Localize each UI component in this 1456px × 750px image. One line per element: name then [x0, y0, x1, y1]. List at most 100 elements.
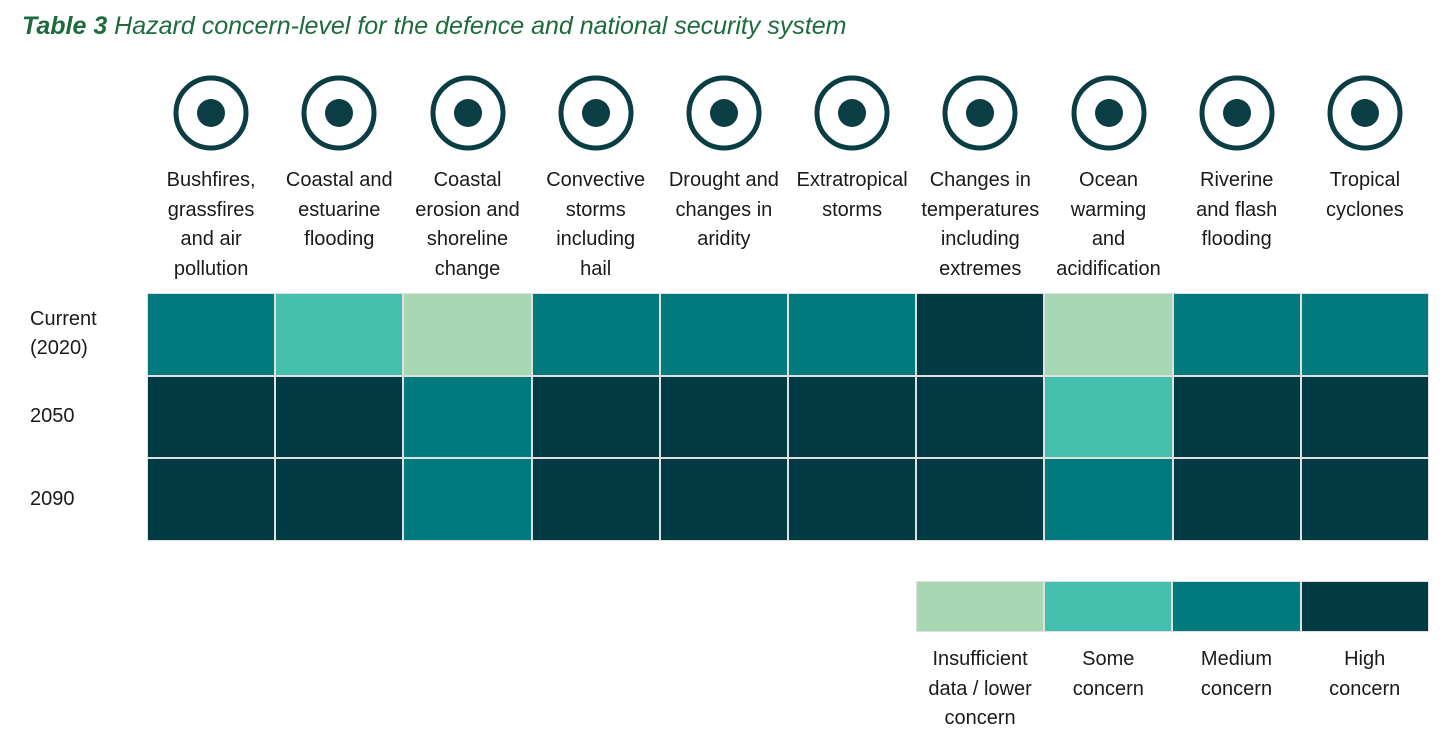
legend-label-line: Medium: [1200, 648, 1273, 670]
column-header-line: shoreline: [426, 228, 509, 250]
cell: [403, 458, 532, 542]
cell: [531, 375, 660, 459]
hazard-icon: [558, 75, 634, 151]
column-header-line: Convective: [546, 169, 646, 191]
column-header-line: flooding: [1201, 228, 1272, 250]
legend-swatch: [1172, 581, 1301, 632]
cell: [1044, 458, 1173, 542]
column-header-line: temperatures: [921, 198, 1040, 221]
row-label: 2090: [30, 485, 75, 515]
column-header-line: pollution: [173, 257, 249, 280]
row-label-line: 2090: [30, 488, 75, 510]
legend-label-line: Some: [1082, 648, 1135, 670]
column-header-line: hail: [580, 257, 612, 280]
column-header-line: cyclones: [1325, 198, 1404, 221]
column-header-line: including: [556, 228, 636, 250]
column-header-line: estuarine: [298, 198, 381, 221]
cell: [1300, 458, 1429, 542]
column-header-line: aridity: [697, 228, 751, 250]
column-header-line: changes in: [675, 198, 773, 221]
hazard-icon: [173, 75, 249, 151]
cell: [916, 458, 1045, 542]
column-header-line: Coastal and: [285, 169, 393, 191]
legend-label-line: concern: [1329, 677, 1401, 700]
cell: [1172, 375, 1301, 459]
legend-swatch: [1300, 581, 1429, 632]
legend-label-line: concern: [1072, 677, 1144, 700]
column-header-line: erosion and: [415, 198, 520, 221]
column-header-line: Riverine: [1200, 169, 1274, 191]
cell: [403, 375, 532, 459]
column-header-line: change: [434, 257, 501, 280]
cell: [147, 458, 276, 542]
cell: [531, 293, 660, 376]
cell: [659, 375, 788, 459]
column-header-line: warming: [1070, 198, 1147, 221]
column-header: Coastal erosion and shoreline change: [398, 166, 538, 284]
hazard-icon: [1327, 75, 1403, 151]
hazard-icon: [814, 75, 890, 151]
column-header-line: Ocean: [1079, 169, 1138, 191]
cell: [1044, 293, 1173, 376]
legend-label: High concern: [1295, 645, 1435, 704]
column-header: Extratropical storms: [782, 166, 922, 225]
column-header: Convective storms including hail: [526, 166, 666, 284]
column-header: Changes in temperatures including extremes: [910, 166, 1050, 284]
cell: [275, 293, 404, 376]
cell: [788, 375, 917, 459]
column-header-line: storms: [822, 198, 883, 221]
column-header: Ocean warming and acidification: [1039, 166, 1179, 284]
cell: [1172, 293, 1301, 376]
cell: [147, 375, 276, 459]
column-header: Drought and changes in aridity: [654, 166, 794, 255]
legend-label: Medium concern: [1167, 645, 1307, 704]
cell: [147, 293, 276, 376]
cell: [275, 375, 404, 459]
column-header-line: extremes: [939, 257, 1022, 280]
cell: [403, 293, 532, 376]
legend-label-line: High: [1344, 648, 1386, 670]
row-label-line: (2020): [30, 337, 88, 360]
column-header-line: Bushfires,: [166, 169, 256, 191]
column-header: Riverine and flash flooding: [1167, 166, 1307, 255]
hazard-icon: [1071, 75, 1146, 151]
column-header-line: storms: [565, 198, 626, 221]
legend-label-line: Insufficient: [932, 648, 1028, 670]
column-header: Tropical cyclones: [1295, 166, 1435, 225]
cell: [788, 458, 917, 542]
cell: [1172, 458, 1301, 542]
column-header-line: acidification: [1056, 257, 1161, 280]
row-label-line: 2050: [30, 405, 75, 428]
column-header-line: Coastal: [433, 169, 502, 191]
column-header: Coastal and estuarine flooding: [269, 166, 409, 255]
cell: [531, 458, 660, 542]
column-header-line: and flash: [1196, 198, 1278, 221]
column-header-line: Tropical: [1329, 169, 1401, 191]
column-header-line: and: [1091, 228, 1126, 250]
hazard-icon: [1199, 75, 1275, 151]
column-header-line: Changes in: [929, 169, 1031, 191]
cell: [659, 293, 788, 376]
cell: [788, 293, 917, 376]
row-label: Current (2020): [30, 305, 97, 364]
cell: [916, 293, 1045, 376]
cell: [1044, 375, 1173, 459]
legend-label: Insufficient data / lower concern: [910, 645, 1050, 734]
row-label: 2050: [30, 402, 75, 432]
column-header-line: including: [940, 228, 1020, 250]
title-label: Table 3: [22, 12, 108, 40]
legend-label: Some concern: [1038, 645, 1178, 704]
column-header-line: and air: [180, 228, 242, 250]
cell: [1300, 293, 1429, 376]
cell: [916, 375, 1045, 459]
cell: [275, 458, 404, 542]
row-label-line: Current: [30, 307, 97, 330]
column-header: Bushfires, grassfires and air pollution: [141, 166, 281, 284]
hazard-icon: [942, 75, 1018, 151]
column-header-line: Extratropical: [796, 169, 908, 191]
title: Table 3 Hazard concern-level for the def…: [22, 12, 847, 41]
cell: [659, 458, 788, 542]
column-header-line: Drought and: [668, 169, 779, 191]
legend-label-line: data / lower: [928, 677, 1032, 700]
legend-label-line: concern: [944, 707, 1016, 729]
